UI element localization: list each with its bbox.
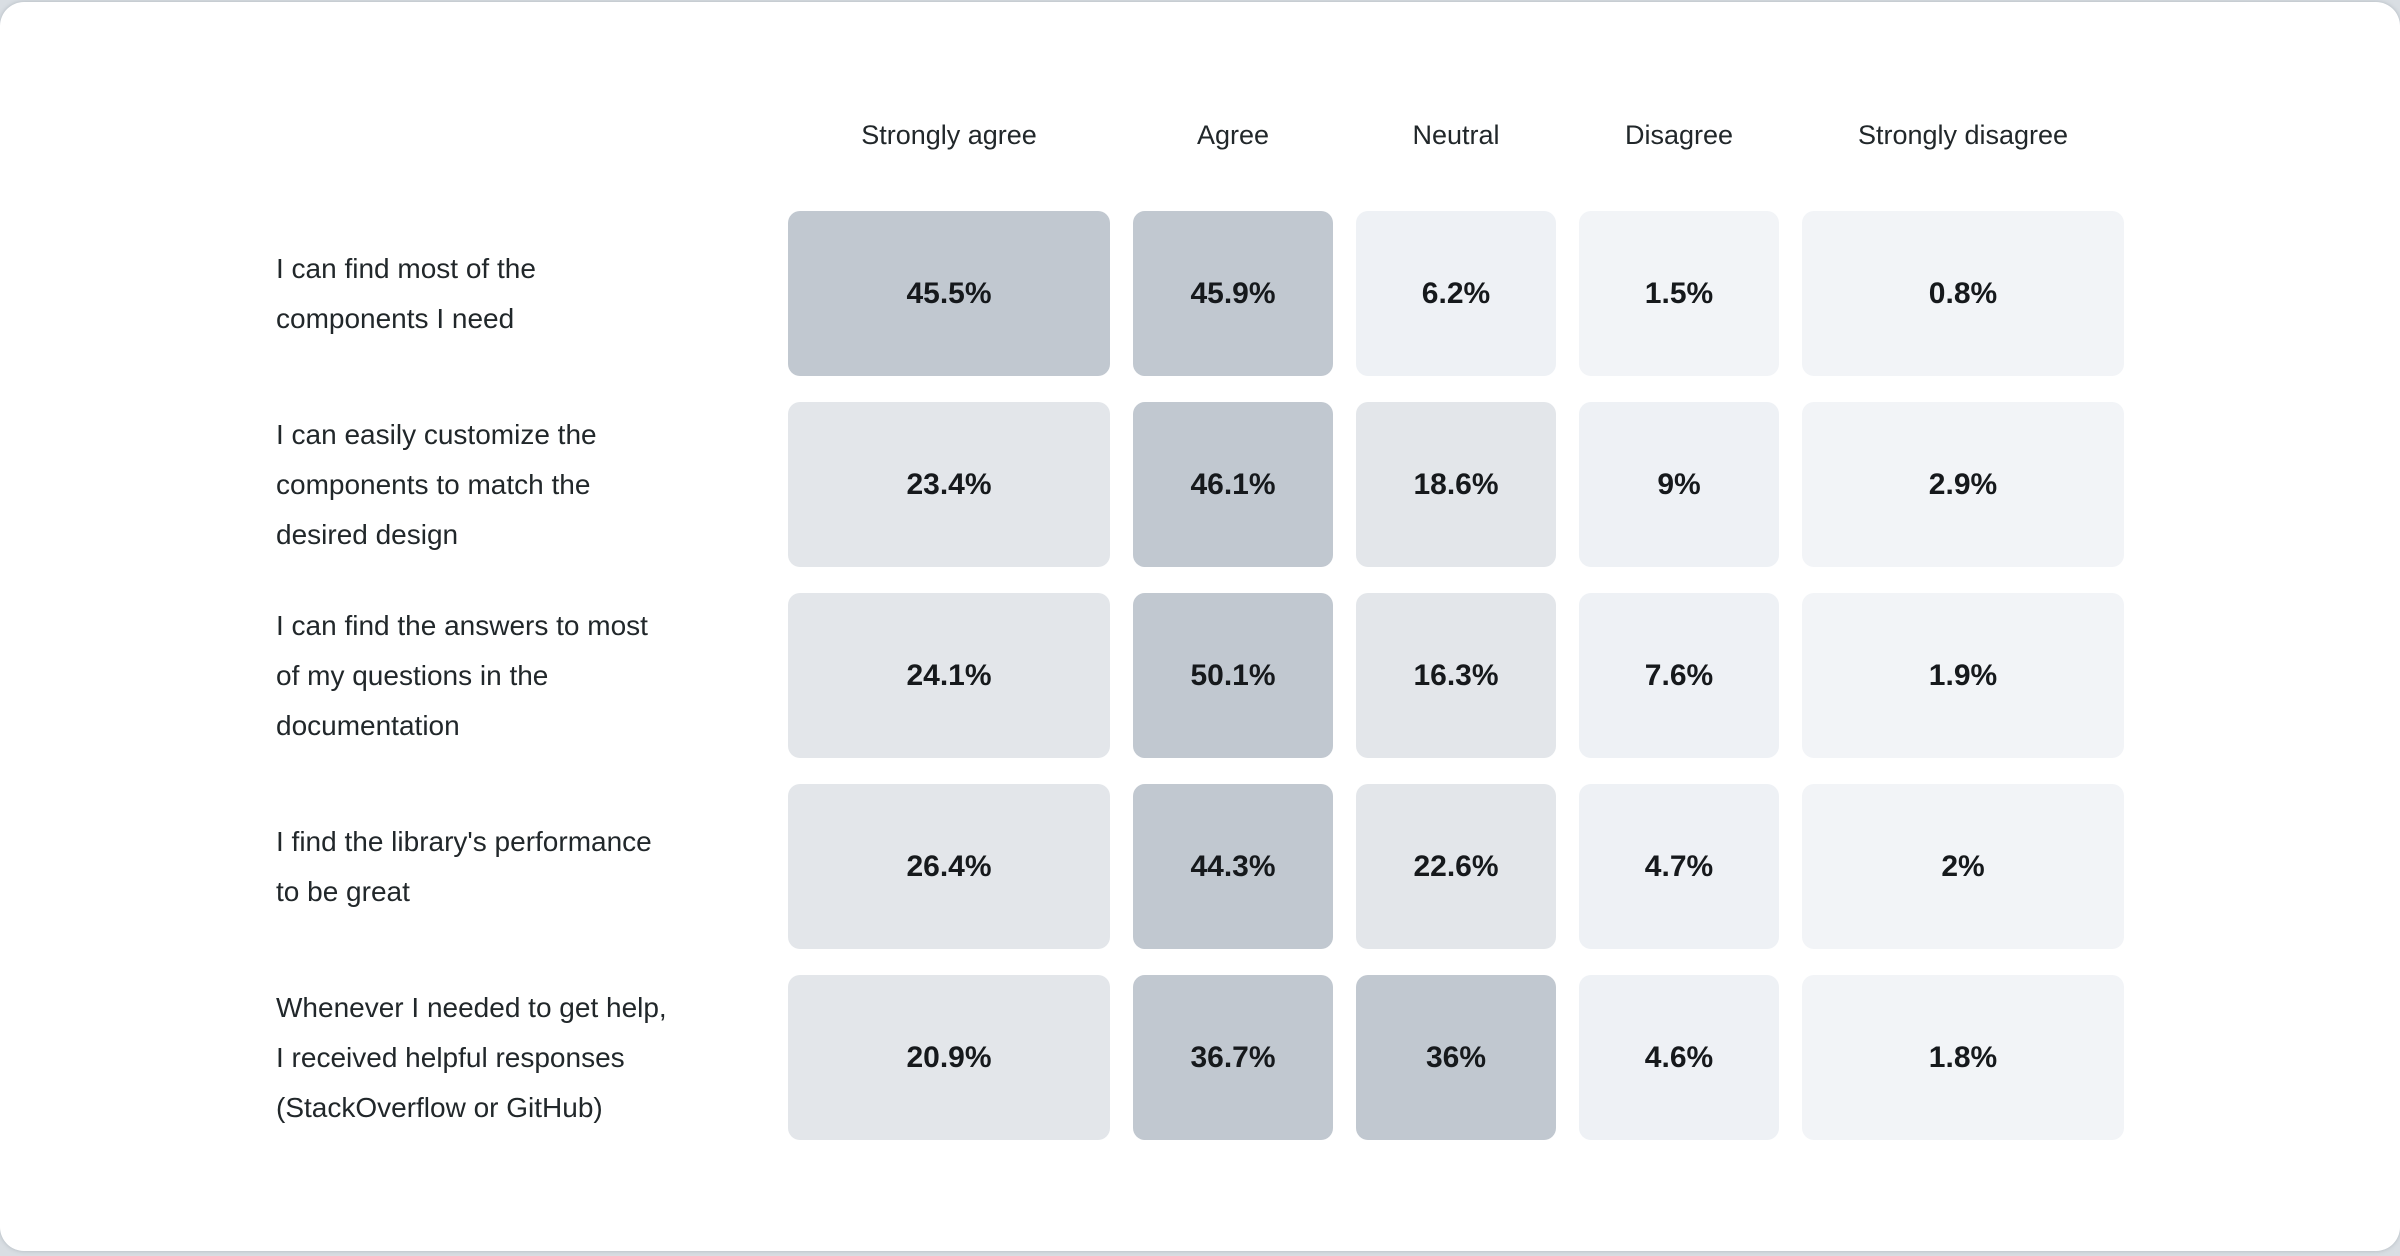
heatmap-cell: 7.6% <box>1579 593 1779 758</box>
row-label-documentation-answers: I can find the answers to most of my que… <box>276 609 648 741</box>
column-header-strongly-agree: Strongly agree <box>861 119 1037 150</box>
heatmap-cell: 2% <box>1802 784 2124 949</box>
heatmap-cell: 1.5% <box>1579 211 1779 376</box>
heatmap-cell: 36.7% <box>1133 975 1333 1140</box>
heatmap-cell: 45.5% <box>788 211 1110 376</box>
row-label-customize-components: I can easily customize the components to… <box>276 418 597 550</box>
heatmap-cell: 23.4% <box>788 402 1110 567</box>
heatmap-cell: 18.6% <box>1356 402 1556 567</box>
corner-spacer <box>276 85 765 185</box>
heatmap-cell: 46.1% <box>1133 402 1333 567</box>
heatmap-cell: 24.1% <box>788 593 1110 758</box>
heatmap-cell: 1.9% <box>1802 593 2124 758</box>
heatmap-cell: 50.1% <box>1133 593 1333 758</box>
heatmap-cell: 9% <box>1579 402 1779 567</box>
row-label-helpful-responses: Whenever I needed to get help, I receive… <box>276 991 667 1123</box>
heatmap-cell: 4.7% <box>1579 784 1779 949</box>
row-label-find-components: I can find most of the components I need <box>276 252 536 334</box>
column-header-agree: Agree <box>1196 119 1270 150</box>
column-header-strongly-disagree: Strongly disagree <box>1857 119 2069 150</box>
heatmap-cell: 26.4% <box>788 784 1110 949</box>
heatmap-cell: 6.2% <box>1356 211 1556 376</box>
heatmap-cell: 44.3% <box>1133 784 1333 949</box>
heatmap-cell: 45.9% <box>1133 211 1333 376</box>
likert-heatmap-table: Strongly agree Agree Neutral Disagree St… <box>0 2 2400 1140</box>
column-header-disagree: Disagree <box>1624 119 1734 150</box>
heatmap-cell: 36% <box>1356 975 1556 1140</box>
heatmap-cell: 16.3% <box>1356 593 1556 758</box>
heatmap-cell: 22.6% <box>1356 784 1556 949</box>
heatmap-cell: 4.6% <box>1579 975 1779 1140</box>
column-header-neutral: Neutral <box>1412 119 1500 150</box>
heatmap-cell: 0.8% <box>1802 211 2124 376</box>
heatmap-cell: 20.9% <box>788 975 1110 1140</box>
row-label-library-performance: I find the library's performance to be g… <box>276 825 652 907</box>
heatmap-cell: 2.9% <box>1802 402 2124 567</box>
heatmap-cell: 1.8% <box>1802 975 2124 1140</box>
